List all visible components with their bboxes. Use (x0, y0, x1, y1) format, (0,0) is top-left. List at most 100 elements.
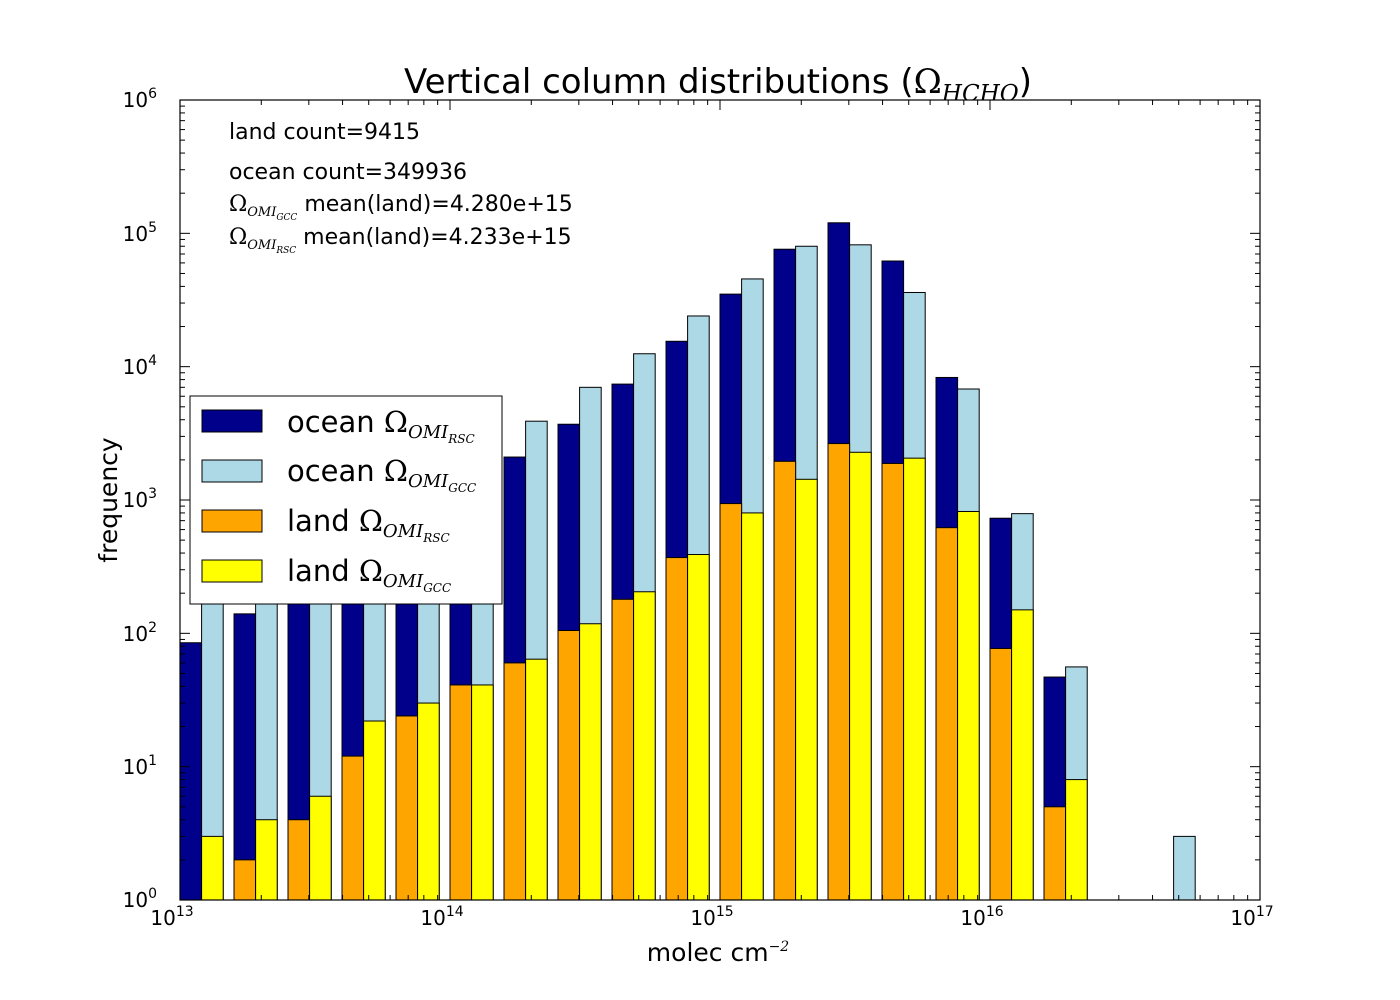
x-axis-label-exponent: −2 (769, 939, 790, 955)
bar-ocean-rsc (233, 613, 257, 901)
y-tick-label: 101 (123, 753, 157, 779)
x-axis-label-text: molec cm (647, 938, 769, 967)
bar-land-rsc (719, 503, 743, 901)
legend-symbol: Ω (359, 554, 383, 588)
bar-land-rsc (665, 557, 689, 901)
y-tick-exp: 3 (148, 486, 157, 502)
legend-prefix: land (287, 504, 359, 538)
annotation-symbol: Ω (229, 225, 247, 250)
legend-label: land ΩOMIRSC (287, 504, 450, 545)
bar-land-gcc (849, 451, 872, 901)
legend-prefix: ocean (287, 405, 384, 439)
bar-land-gcc (957, 510, 980, 901)
y-tick-exp: 6 (148, 86, 157, 102)
x-tick-base: 10 (420, 906, 445, 930)
bar-land-gcc (417, 702, 440, 901)
y-tick-exp: 2 (148, 620, 157, 636)
title-text: Vertical column distributions ( (404, 62, 914, 102)
bar-land-rsc (233, 859, 257, 901)
bar-land-gcc (687, 554, 710, 901)
y-tick-base: 10 (123, 755, 148, 779)
title-close: ) (1019, 62, 1032, 102)
legend-subsub: RSC (447, 432, 474, 446)
x-tick-label: 1014 (420, 904, 463, 930)
legend-sub: OMI (383, 521, 424, 542)
bar-land-rsc (1043, 806, 1067, 901)
y-tick-exp: 4 (148, 353, 157, 369)
annotation-sub: OMI (247, 238, 277, 253)
x-tick-label: 1017 (1230, 904, 1273, 930)
bar-land-gcc (255, 819, 278, 901)
y-tick-base: 10 (123, 488, 148, 512)
plot-frame (179, 99, 1261, 901)
legend-item-land-rsc: land ΩOMIRSC (201, 504, 450, 545)
y-tick-base: 10 (123, 888, 148, 912)
bar-land-gcc (471, 684, 494, 901)
bar-land-gcc (309, 795, 332, 901)
bar-land-rsc (341, 755, 365, 901)
y-tick-exp: 0 (148, 886, 157, 902)
bars-layer (179, 222, 1196, 901)
legend-swatch (201, 409, 263, 433)
x-tick-base: 10 (960, 906, 985, 930)
bar-land-gcc (201, 835, 224, 901)
legend-subsub: RSC (422, 531, 449, 545)
x-tick-label: 1013 (150, 904, 193, 930)
bar-land-rsc (395, 715, 419, 901)
y-tick-label: 102 (123, 620, 157, 646)
x-tick-label: 1015 (690, 904, 733, 930)
x-tick-exp: 15 (716, 904, 734, 920)
annotation-subsub: RSC (275, 246, 296, 256)
chart-title: Vertical column distributions (ΩHCHO) (404, 62, 1032, 107)
bar-land-rsc (449, 684, 473, 901)
x-tick-base: 10 (150, 906, 175, 930)
x-axis-label: molec cm−2 (647, 938, 789, 967)
y-tick-labels: 100 101 102 103 104 105 106 (123, 86, 157, 912)
annotation-symbol: Ω (229, 192, 247, 217)
legend-label: ocean ΩOMIRSC (287, 405, 475, 446)
legend-sub: OMI (383, 571, 424, 592)
bar-land-gcc (1011, 609, 1034, 901)
y-tick-label: 106 (123, 86, 157, 112)
legend-symbol: Ω (359, 504, 383, 538)
bar-land-rsc (935, 527, 959, 901)
y-tick-exp: 1 (148, 753, 157, 769)
legend-swatch (201, 459, 263, 483)
x-tick-label: 1016 (960, 904, 1003, 930)
annotation-text: mean(land)=4.280e+15 (297, 192, 572, 217)
legend-prefix: ocean (287, 454, 384, 488)
annotation-ocean-count: ocean count=349936 (229, 160, 467, 185)
bar-ocean-gcc (1173, 835, 1196, 901)
legend-symbol: Ω (384, 454, 408, 488)
bar-land-rsc (503, 662, 527, 901)
bar-land-rsc (773, 460, 797, 901)
bar-land-gcc (633, 591, 656, 901)
y-tick-label: 104 (123, 353, 157, 379)
y-axis-label: frequency (94, 437, 123, 563)
legend: ocean ΩOMIRSC ocean ΩOMIGCC land ΩOMIRSC… (189, 395, 503, 605)
x-tick-exp: 17 (1256, 904, 1274, 920)
bar-land-rsc (287, 819, 311, 901)
annotations: land count=9415 ocean count=349936 ΩOMIG… (229, 120, 573, 256)
annotation-gcc-mean: ΩOMIGCC mean(land)=4.280e+15 (229, 192, 573, 223)
bar-ocean-rsc (179, 642, 203, 901)
y-tick-label: 103 (123, 486, 157, 512)
annotation-land-count: land count=9415 (229, 120, 420, 145)
legend-symbol: Ω (384, 405, 408, 439)
annotation-rsc-mean: ΩOMIRSC mean(land)=4.233e+15 (229, 225, 572, 256)
legend-subsub: GCC (448, 481, 476, 495)
bar-land-rsc (989, 647, 1013, 901)
legend-item-ocean-gcc: ocean ΩOMIGCC (201, 454, 476, 495)
legend-swatch (201, 509, 263, 533)
legend-item-land-gcc: land ΩOMIGCC (201, 554, 451, 595)
x-tick-exp: 13 (176, 904, 194, 920)
legend-prefix: land (287, 554, 359, 588)
bar-land-gcc (579, 623, 602, 901)
bar-land-rsc (557, 630, 581, 901)
annotation-subsub: GCC (276, 213, 297, 223)
bar-land-gcc (363, 720, 386, 901)
bar-land-gcc (795, 478, 818, 901)
bar-land-gcc (903, 457, 926, 901)
y-tick-base: 10 (123, 355, 148, 379)
